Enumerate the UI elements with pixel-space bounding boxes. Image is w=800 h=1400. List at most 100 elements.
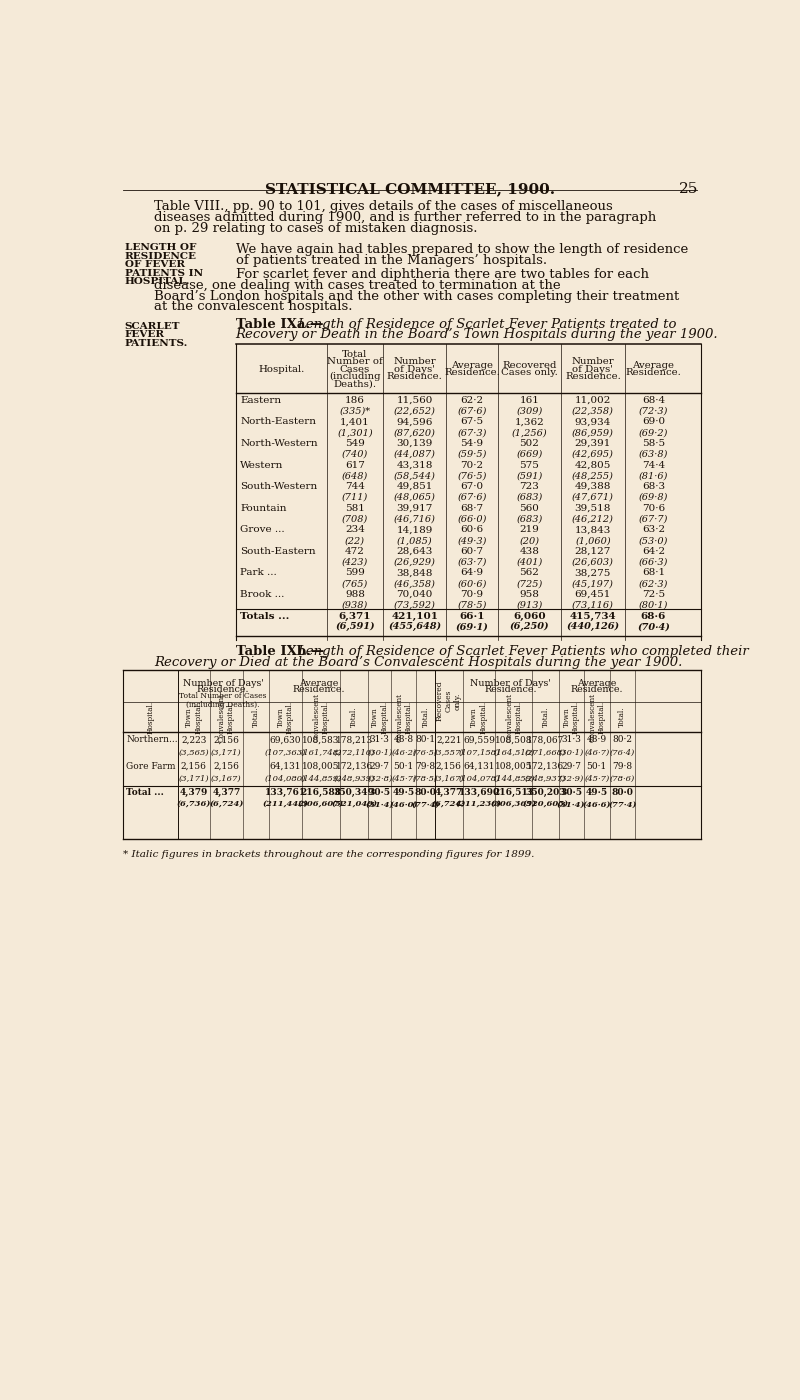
Text: 69,630: 69,630 (270, 735, 301, 745)
Text: 234: 234 (345, 525, 365, 535)
Text: (32·9): (32·9) (558, 774, 584, 783)
Text: 599: 599 (345, 568, 365, 577)
Text: (1,085): (1,085) (397, 536, 433, 545)
Text: RESIDENCE: RESIDENCE (125, 252, 197, 260)
Text: 108,508: 108,508 (495, 735, 533, 745)
Text: 68·4: 68·4 (642, 396, 665, 405)
Text: Convalescent
Hospital.: Convalescent Hospital. (218, 693, 235, 742)
Text: (46·2): (46·2) (391, 749, 417, 756)
Text: 172,136: 172,136 (527, 762, 564, 770)
Text: (60·6): (60·6) (458, 580, 486, 588)
Text: North-Western: North-Western (240, 440, 318, 448)
Text: 438: 438 (519, 547, 539, 556)
Text: 49,851: 49,851 (397, 482, 433, 491)
Text: Total.: Total. (252, 707, 260, 727)
Text: 133,690: 133,690 (458, 788, 499, 797)
Text: Residence.: Residence. (292, 685, 345, 694)
Text: 38,275: 38,275 (574, 568, 611, 577)
Text: (938): (938) (342, 601, 368, 610)
Text: Town
Hospital.: Town Hospital. (371, 700, 388, 734)
Text: disease, one dealing with cases treated to termination at the: disease, one dealing with cases treated … (154, 279, 561, 291)
Text: of patients treated in the Managers’ hospitals.: of patients treated in the Managers’ hos… (236, 255, 546, 267)
Text: 11,560: 11,560 (397, 396, 433, 405)
Text: (144,859): (144,859) (493, 774, 534, 783)
Text: 39,917: 39,917 (397, 504, 433, 512)
Text: HOSPITAL.: HOSPITAL. (125, 277, 190, 287)
Text: (78·5): (78·5) (413, 774, 438, 783)
Text: (49·3): (49·3) (458, 536, 486, 545)
Text: 2,156: 2,156 (181, 762, 206, 770)
Text: 186: 186 (345, 396, 365, 405)
Text: (683): (683) (516, 493, 542, 503)
Text: 2,221: 2,221 (436, 735, 462, 745)
Text: Total: Total (342, 350, 368, 358)
Text: (72·3): (72·3) (638, 406, 668, 416)
Text: 31·3: 31·3 (562, 735, 581, 745)
Text: (48,255): (48,255) (572, 472, 614, 480)
Text: (591): (591) (516, 472, 542, 480)
Text: Total ...: Total ... (126, 788, 164, 797)
Text: (69·1): (69·1) (455, 622, 489, 631)
Text: 68·1: 68·1 (642, 568, 665, 577)
Text: (69·2): (69·2) (638, 428, 668, 437)
Text: Total.: Total. (350, 707, 358, 727)
Text: (144,859): (144,859) (300, 774, 342, 783)
Text: Recovery or Died at the Board’s Convalescent Hospitals during the year 1900.: Recovery or Died at the Board’s Convales… (154, 657, 682, 669)
Text: 958: 958 (519, 589, 539, 599)
Text: (76·5): (76·5) (413, 749, 438, 756)
Text: 216,513: 216,513 (494, 788, 534, 797)
Text: (46,716): (46,716) (394, 515, 435, 524)
Text: 415,734: 415,734 (570, 612, 616, 620)
Text: diseases admitted during 1900, and is further referred to in the paragraph: diseases admitted during 1900, and is fu… (154, 211, 657, 224)
Text: We have again had tables prepared to show the length of residence: We have again had tables prepared to sho… (236, 244, 688, 256)
Text: Town
Hospital.: Town Hospital. (185, 700, 202, 734)
Text: (31·4): (31·4) (366, 801, 394, 809)
Text: 988: 988 (345, 589, 365, 599)
Text: 2,156: 2,156 (436, 762, 462, 770)
Text: (47,671): (47,671) (572, 493, 614, 503)
Text: (including: (including (330, 372, 381, 381)
Text: (20): (20) (519, 536, 539, 545)
Text: (272,110): (272,110) (334, 749, 375, 756)
Text: Grove ...: Grove ... (240, 525, 285, 535)
Text: (87,620): (87,620) (394, 428, 435, 437)
Text: 723: 723 (519, 482, 539, 491)
Text: (309): (309) (516, 406, 542, 416)
Text: 1,362: 1,362 (514, 417, 544, 427)
Text: 63·2: 63·2 (642, 525, 665, 535)
Text: SCARLET: SCARLET (125, 322, 180, 330)
Text: 472: 472 (345, 547, 365, 556)
Text: 80·0: 80·0 (414, 788, 437, 797)
Text: (107,363): (107,363) (265, 749, 306, 756)
Text: (1,301): (1,301) (337, 428, 373, 437)
Text: 560: 560 (519, 504, 539, 512)
Text: (765): (765) (342, 580, 368, 588)
Text: 502: 502 (519, 440, 539, 448)
Text: Table IXa.—: Table IXa.— (236, 318, 323, 332)
Text: Number: Number (571, 357, 614, 367)
Text: South-Eastern: South-Eastern (240, 547, 316, 556)
Text: Fountain: Fountain (240, 504, 286, 512)
Text: Brook ...: Brook ... (240, 589, 285, 599)
Text: (46·6): (46·6) (582, 801, 611, 809)
Text: (26,929): (26,929) (394, 557, 435, 567)
Text: 67·5: 67·5 (461, 417, 483, 427)
Text: of Days': of Days' (394, 364, 435, 374)
Text: Hospital.: Hospital. (146, 700, 154, 734)
Text: 43,318: 43,318 (397, 461, 433, 469)
Text: (708): (708) (342, 515, 368, 524)
Text: 68·7: 68·7 (461, 504, 483, 512)
Text: (77·4): (77·4) (411, 801, 440, 809)
Text: (73,592): (73,592) (394, 601, 435, 610)
Text: (648): (648) (342, 472, 368, 480)
Text: (1,060): (1,060) (575, 536, 610, 545)
Text: 219: 219 (519, 525, 539, 535)
Text: Park ...: Park ... (240, 568, 277, 577)
Text: 54·9: 54·9 (461, 440, 483, 448)
Text: 29·7: 29·7 (562, 762, 581, 770)
Text: 79·8: 79·8 (612, 762, 633, 770)
Text: Convalescent
Hospital.: Convalescent Hospital. (312, 693, 330, 742)
Text: (48,065): (48,065) (394, 493, 435, 503)
Text: 350,203: 350,203 (526, 788, 566, 797)
Text: (104,078): (104,078) (458, 774, 500, 783)
